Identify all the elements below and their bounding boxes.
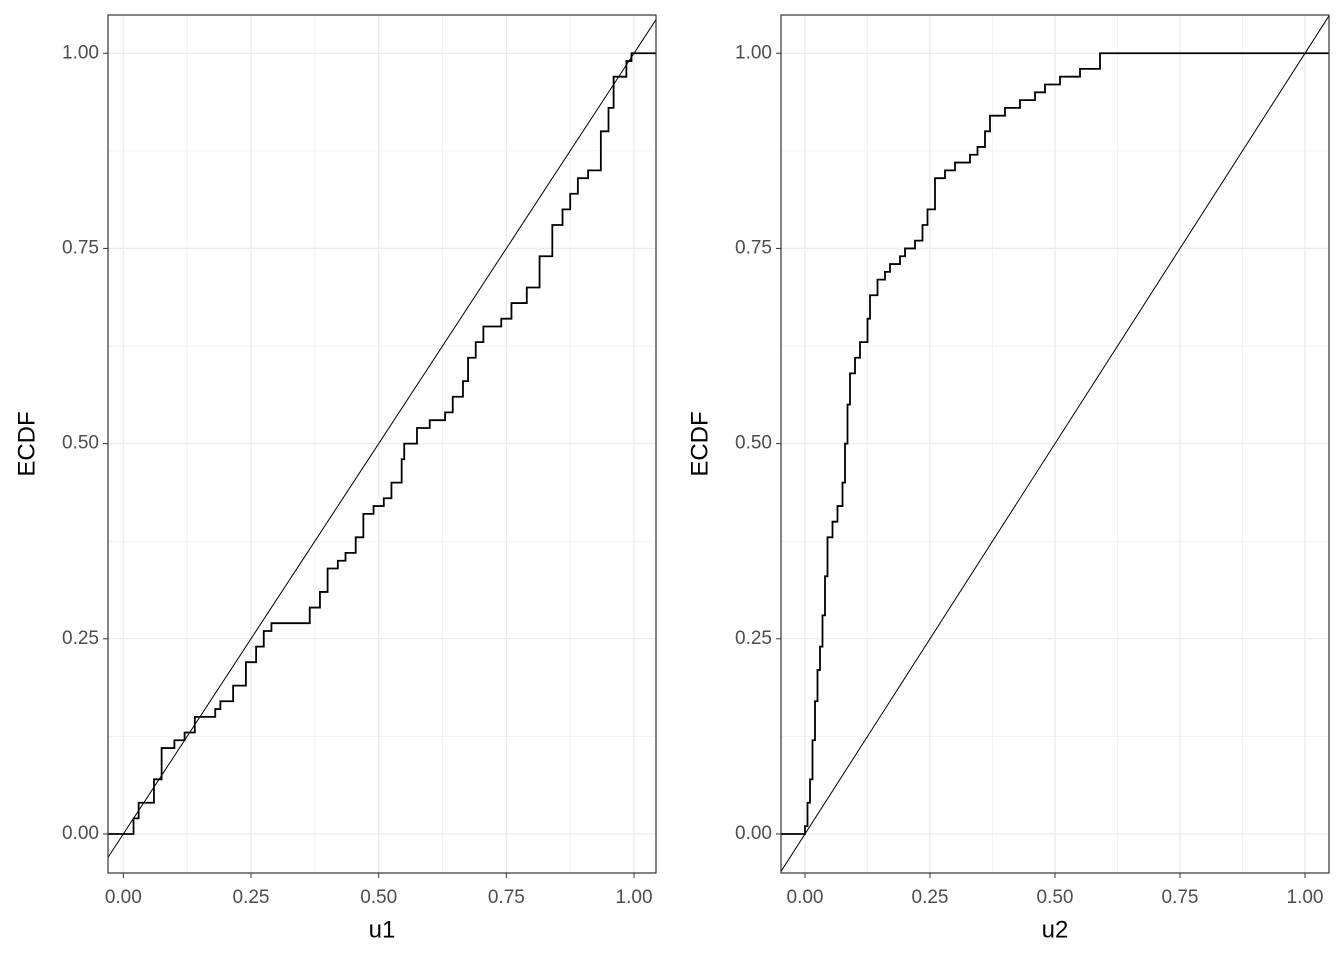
panel-border <box>780 14 1330 874</box>
y-tick-label: 0.25 <box>735 628 772 649</box>
x-tick-label: 0.00 <box>787 887 824 908</box>
x-axis-title: u2 <box>1042 916 1069 943</box>
x-tick-label: 0.25 <box>912 887 949 908</box>
ecdf-line <box>108 52 656 835</box>
ecdf-line <box>781 52 1329 835</box>
y-axis-title: ECDF <box>13 411 40 476</box>
y-tick-label: 0.00 <box>735 823 772 844</box>
x-tick-label: 0.50 <box>1037 887 1074 908</box>
panel: 0.00 0.25 0.50 0.75 1.00 0.00 0.25 0.50 0.75 1.00… <box>13 14 657 943</box>
x-axis-title: u1 <box>369 916 396 943</box>
y-tick-label: 1.00 <box>62 42 99 63</box>
reference-line <box>781 15 1329 872</box>
y-tick-label: 0.75 <box>735 237 772 258</box>
panel: 0.00 0.25 0.50 0.75 1.00 0.00 0.25 0.50 0.75 1.00… <box>686 14 1330 943</box>
x-tick-label: 0.50 <box>360 887 397 908</box>
x-tick-label: 1.00 <box>1287 887 1324 908</box>
x-tick-label: 0.75 <box>488 887 525 908</box>
plot-area <box>108 19 656 858</box>
y-tick-label: 0.00 <box>62 823 99 844</box>
reference-line <box>108 19 656 858</box>
x-tick-label: 0.75 <box>1162 887 1199 908</box>
x-tick-label: 1.00 <box>616 887 653 908</box>
y-axis-title: ECDF <box>686 411 713 476</box>
y-tick-label: 0.75 <box>62 237 99 258</box>
y-tick-label: 0.50 <box>735 433 772 454</box>
y-tick-label: 0.25 <box>62 628 99 649</box>
panel-border <box>107 14 657 874</box>
plot-area <box>781 15 1329 872</box>
x-tick-label: 0.25 <box>233 887 270 908</box>
y-tick-label: 1.00 <box>735 42 772 63</box>
x-tick-label: 0.00 <box>105 887 142 908</box>
y-tick-label: 0.50 <box>62 433 99 454</box>
